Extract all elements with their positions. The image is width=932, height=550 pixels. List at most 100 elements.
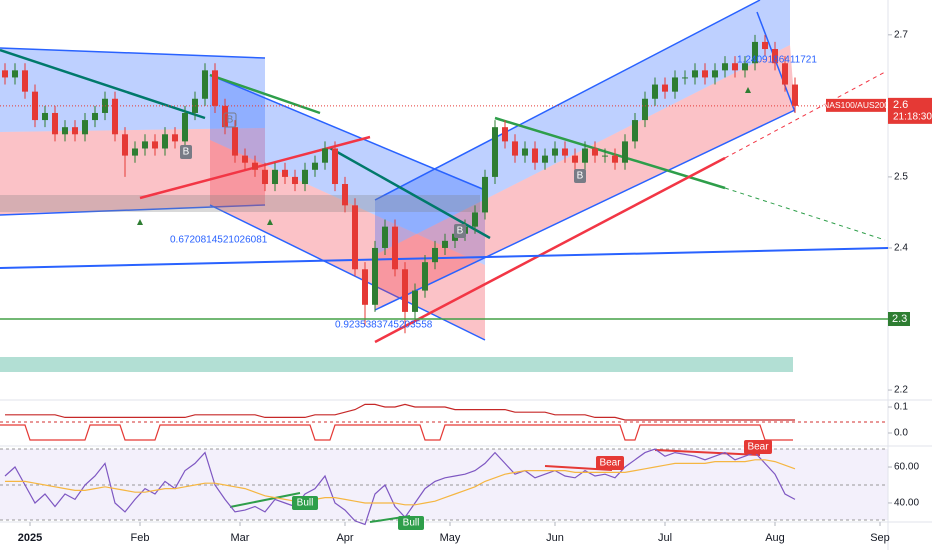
divergence-line — [654, 449, 761, 456]
trend-line — [374, 156, 726, 344]
bull-label-box — [398, 516, 424, 530]
candle-body — [772, 49, 778, 64]
x-tick-label: Jul — [658, 532, 672, 544]
channel-upper — [0, 48, 265, 132]
y-tick-label: 2.2 — [894, 385, 908, 396]
candle-body — [632, 120, 638, 142]
candle-body — [32, 91, 38, 121]
candle-body — [592, 148, 598, 156]
symbol-tag-label: NAS100/AUS200 — [823, 100, 889, 110]
trend-line — [0, 48, 206, 120]
candle-body — [172, 134, 178, 142]
candle-body — [362, 269, 368, 305]
y-tick-label: 2.4 — [894, 243, 908, 254]
candle-body — [292, 176, 298, 185]
divergence-line — [229, 492, 301, 508]
candle-body — [382, 226, 388, 248]
y-tick-label: 0.1 — [894, 402, 908, 413]
candle-body — [662, 84, 668, 92]
y-tick-label: 0.0 — [894, 428, 908, 439]
candle-body — [22, 70, 28, 92]
channel-line — [209, 74, 486, 191]
candle-body — [652, 84, 658, 99]
candle-body — [342, 184, 348, 206]
candle-body — [42, 112, 48, 121]
bull-label-box — [292, 496, 318, 510]
candle-body — [792, 84, 798, 106]
triangle-marker — [267, 219, 273, 225]
main-pane — [0, 0, 888, 400]
candle-body — [552, 148, 558, 156]
b-marker — [223, 112, 237, 128]
candle-body — [392, 226, 398, 270]
countdown-label: 21:18:30 — [893, 112, 932, 123]
b-marker-label: B — [183, 147, 190, 158]
channel-line — [0, 47, 266, 59]
x-tick-label: May — [440, 532, 461, 544]
candle-body — [752, 41, 758, 64]
price-tag-label: 2.6 — [893, 99, 908, 111]
candle-body — [512, 141, 518, 156]
candle-body — [162, 134, 168, 149]
y-tick-label: 60.00 — [894, 462, 919, 473]
candle-body — [732, 63, 738, 71]
channel-upper — [375, 0, 790, 255]
candle-body — [712, 70, 718, 78]
candle-body — [722, 63, 728, 71]
candle-body — [402, 269, 408, 312]
bear-label-box — [596, 456, 624, 470]
candle-body — [542, 155, 548, 163]
candle-body — [152, 141, 158, 149]
symbol-tag — [826, 98, 886, 112]
candle-body — [332, 148, 338, 185]
candle-body — [52, 112, 58, 135]
triangle-marker — [745, 87, 751, 93]
indicator-line — [5, 459, 796, 506]
candle-body — [562, 148, 568, 156]
x-tick-label: Mar — [231, 532, 250, 544]
candle-body — [142, 141, 148, 149]
candle-body — [442, 240, 448, 248]
candle-body — [82, 120, 88, 135]
x-tick-label: Apr — [336, 532, 353, 544]
candle-body — [72, 127, 78, 135]
annotation: 1.2409186411721 — [737, 55, 817, 66]
channel-upper — [210, 75, 485, 265]
candle-body — [672, 77, 678, 92]
level-tag-label: 2.3 — [892, 313, 907, 325]
candle-body — [762, 41, 768, 50]
channel-line — [0, 204, 266, 216]
candle-body — [242, 155, 248, 163]
candle-body — [602, 155, 608, 157]
x-tick-label: 2025 — [18, 532, 42, 544]
trend-line — [209, 73, 321, 115]
bull-label: Bull — [403, 518, 420, 529]
x-tick-label: Sep — [870, 532, 890, 544]
marks: 2025 Feb Mar Apr May Jun Jul Aug Sep 2.2 2.3 2.4 2.5… — [0, 29, 932, 544]
bear-label: Bear — [747, 442, 769, 453]
candle-body — [62, 127, 68, 135]
candle-body — [492, 127, 498, 177]
candle-body — [182, 112, 188, 142]
b-marker-label: B — [457, 226, 464, 237]
candle-body — [2, 70, 8, 78]
candle-body — [92, 112, 98, 121]
triangle-marker — [137, 219, 143, 225]
candle-body — [412, 290, 418, 312]
candle-body — [112, 98, 118, 135]
bear-label-box — [744, 440, 772, 454]
candle-body — [212, 70, 218, 106]
b-marker — [454, 224, 466, 238]
x-tick-label: Aug — [765, 532, 785, 544]
candle-body — [532, 148, 538, 163]
bear-label: Bear — [599, 458, 621, 469]
candle-body — [232, 127, 238, 156]
candle-body — [502, 127, 508, 142]
candle-body — [252, 162, 258, 170]
candle-body — [432, 247, 438, 263]
b-marker-label: B — [227, 115, 234, 126]
y-tick-label: 2.5 — [894, 172, 908, 183]
candle-body — [202, 70, 208, 99]
candle-body — [742, 63, 748, 71]
candle-body — [272, 169, 278, 185]
